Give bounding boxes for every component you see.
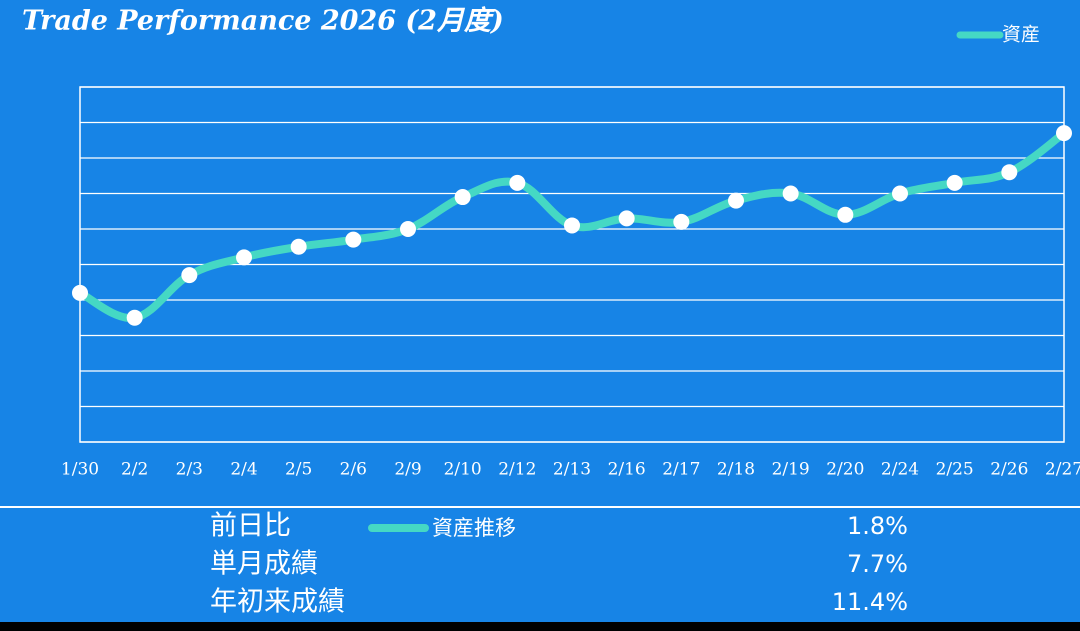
data-point	[236, 249, 252, 266]
data-point	[181, 267, 198, 284]
data-point	[72, 284, 88, 301]
x-tick-label: 2/18	[717, 460, 755, 480]
data-point	[618, 210, 635, 227]
x-tick-label: 2/4	[230, 460, 257, 480]
x-tick-label: 2/20	[826, 460, 864, 480]
data-point	[837, 206, 854, 223]
summary-label: 単月成績	[210, 549, 318, 580]
data-point	[1001, 164, 1018, 181]
data-point	[946, 174, 963, 191]
data-point	[509, 174, 526, 191]
x-tick-label: 2/10	[444, 460, 482, 480]
x-tick-label: 2/26	[990, 460, 1028, 480]
summary-label: 年初来成績	[210, 587, 345, 618]
x-tick-label: 2/16	[608, 460, 646, 480]
x-tick-label: 2/24	[881, 460, 919, 480]
x-tick-label: 2/13	[553, 460, 591, 480]
data-point	[1056, 125, 1072, 142]
summary-value: 11.4%	[832, 588, 908, 616]
data-point	[454, 189, 471, 206]
x-tick-label: 2/27	[1045, 460, 1080, 480]
data-point	[892, 185, 908, 202]
summary-value: 1.8%	[847, 512, 908, 540]
data-point	[400, 221, 416, 237]
x-tick-label: 2/25	[936, 460, 974, 480]
data-point	[290, 238, 307, 255]
x-tick-label: 2/5	[285, 460, 312, 480]
x-tick-label: 2/19	[772, 460, 810, 480]
data-point	[126, 309, 143, 326]
bottom-bar	[0, 622, 1080, 631]
summary-value: 7.7%	[847, 550, 908, 578]
x-tick-label: 2/3	[176, 460, 203, 480]
summary-label: 前日比	[210, 511, 291, 542]
x-tick-label: 2/12	[498, 460, 536, 480]
data-point	[564, 217, 580, 234]
legend-label: 資産	[1002, 24, 1040, 46]
data-point	[728, 192, 744, 209]
chart-title: Trade Performance 2026 (2月度)	[22, 6, 504, 37]
data-point	[345, 231, 362, 248]
x-tick-label: 1/30	[61, 460, 99, 480]
data-point	[782, 185, 799, 202]
x-tick-label: 2/9	[394, 460, 421, 480]
data-point	[673, 213, 690, 230]
x-tick-label: 2/6	[340, 460, 367, 480]
summary-legend-label: 資産推移	[432, 516, 516, 540]
x-tick-label: 2/2	[121, 460, 148, 480]
x-tick-label: 2/17	[662, 460, 700, 480]
